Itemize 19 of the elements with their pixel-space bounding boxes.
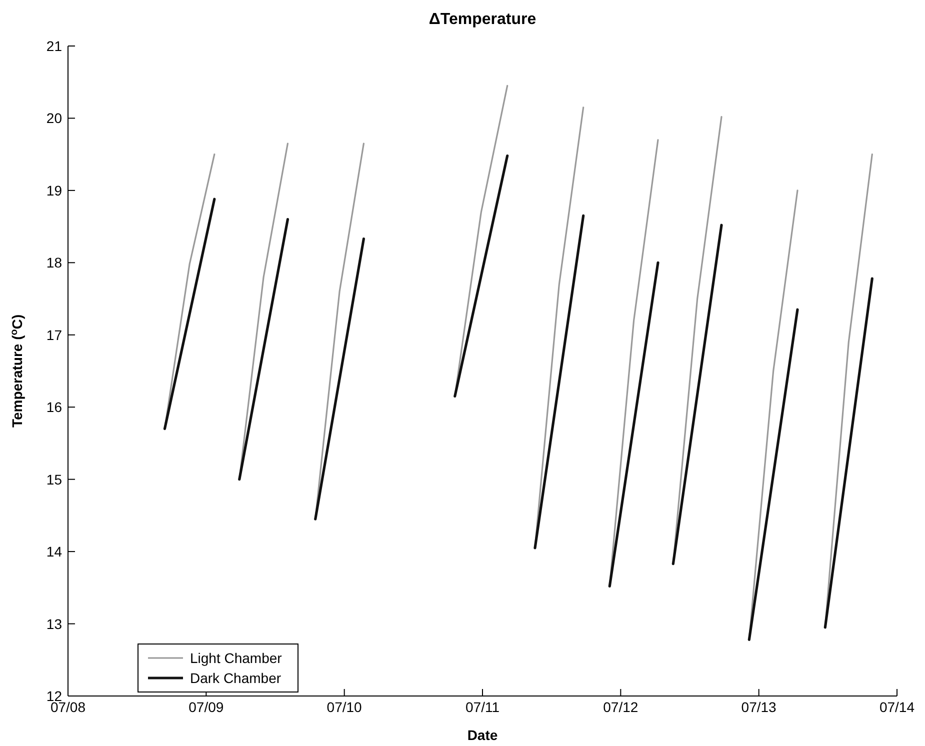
x-tick-label: 07/14 <box>879 699 915 715</box>
x-tick-label: 07/09 <box>188 699 224 715</box>
y-tick-label: 14 <box>46 544 62 560</box>
legend-label: Dark Chamber <box>190 670 282 686</box>
x-tick-label: 07/13 <box>741 699 777 715</box>
y-tick-label: 16 <box>46 399 62 416</box>
x-axis-title: Date <box>467 727 498 743</box>
chart-title: ΔTemperature <box>428 11 536 28</box>
y-tick-label: 13 <box>46 616 62 632</box>
y-tick-label: 17 <box>46 326 62 343</box>
x-tick-label: 07/11 <box>466 699 500 715</box>
y-tick-label: 15 <box>46 471 62 488</box>
y-tick-label: 20 <box>46 110 62 126</box>
x-tick-label: 07/12 <box>603 699 638 715</box>
y-tick-label: 19 <box>46 182 62 198</box>
legend-label: Light Chamber <box>190 650 282 666</box>
x-tick-label: 07/10 <box>326 699 362 715</box>
y-tick-label: 21 <box>46 38 62 54</box>
y-tick-label: 18 <box>46 254 62 271</box>
